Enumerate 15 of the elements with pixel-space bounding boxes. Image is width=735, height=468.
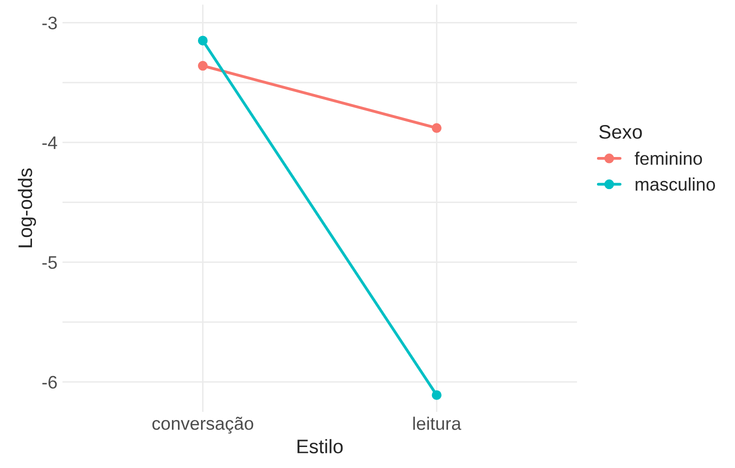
point (432, 390, 442, 400)
point (198, 60, 208, 71)
point (432, 123, 442, 133)
point (198, 36, 208, 46)
y-tick-label: -4 (42, 136, 58, 149)
y-tick-label: -3 (42, 16, 57, 30)
x-tick-label: conversação (152, 416, 254, 434)
legend-label: feminino (634, 152, 702, 165)
x-tick-label: leitura (413, 416, 462, 430)
legend-label: masculino (636, 177, 716, 191)
y-tick-label: -6 (42, 376, 57, 389)
legend-title: Sexo (599, 124, 642, 139)
x-axis-title: Estilo (298, 439, 343, 454)
y-axis-title: Log-odds (18, 168, 36, 248)
y-tick-label: -5 (42, 256, 57, 269)
